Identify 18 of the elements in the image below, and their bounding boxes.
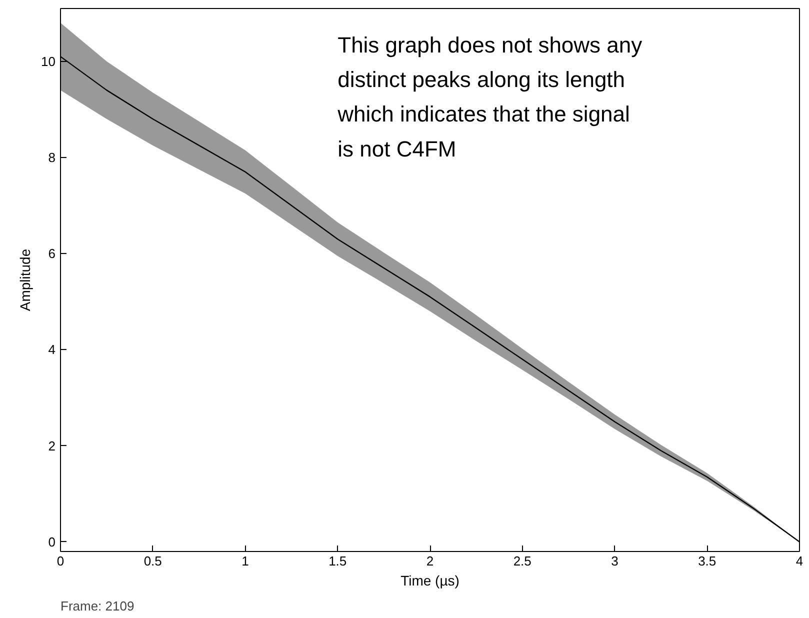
- x-axis-title: Time (µs): [400, 572, 460, 588]
- text: Frame: 2109: [60, 598, 134, 614]
- x-tick-label: 2.5: [513, 554, 532, 568]
- y-tick-label: 6: [48, 246, 56, 262]
- x-tick-label: 3: [611, 554, 618, 568]
- x-tick-label: 2: [426, 554, 434, 568]
- y-tick-label: 8: [48, 150, 56, 165]
- x-tick-label: 0.5: [144, 554, 162, 568]
- y-tick-label: 2: [48, 438, 56, 454]
- y-axis-title: Amplitude: [17, 248, 34, 312]
- annotation: This graph does not shows any distinct peaks along its length which indicates that the signal is not C4FM: [336, 32, 642, 162]
- x-tick-label: 1.5: [328, 554, 347, 568]
- y-tick-label: 4: [48, 342, 56, 358]
- y-tick-label: 0: [48, 534, 56, 550]
- x-tick-label: 3.5: [698, 554, 716, 568]
- y-tick-label: 10: [41, 54, 56, 69]
- x-tick-label: 1: [242, 554, 249, 568]
- x-tick-label: 4: [796, 554, 804, 568]
